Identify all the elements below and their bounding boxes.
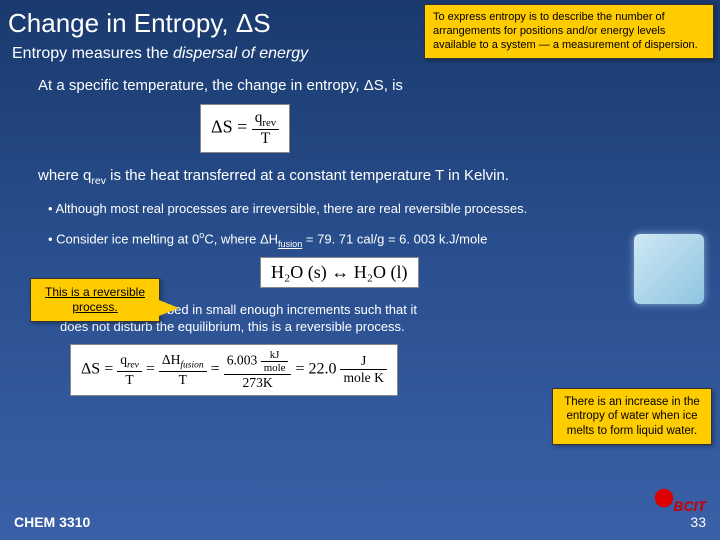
f3-t4n: J	[340, 353, 386, 370]
line2-post: is the heat transferred at a constant te…	[106, 167, 509, 184]
f3-t4d: mole K	[340, 370, 386, 386]
line2-sub: rev	[91, 175, 106, 187]
formula1-fraction: qrev T	[252, 109, 279, 148]
bullet2-sub: fusion	[278, 239, 302, 249]
f3-t3n: 6.003	[227, 352, 258, 367]
f3-t3ud: mole	[261, 362, 289, 374]
page-number: 33	[690, 514, 706, 530]
footer-course: CHEM 3310	[14, 514, 90, 530]
bullet-1: • Although most real processes are irrev…	[0, 201, 720, 216]
f3-t1n: q	[120, 352, 127, 367]
line-2: where qrev is the heat transferred at a …	[0, 167, 720, 187]
formula-entropy-definition: ΔS = qrev T	[200, 104, 290, 153]
ice-cube-image	[634, 234, 704, 304]
f3-lhs: ΔS =	[81, 360, 113, 377]
bullet2-mid: C, where ΔH	[204, 231, 278, 246]
formula-phase-change: H₂O (s) ↔ H₂O (l)	[260, 257, 419, 288]
callout-left-text: This is a reversible process.	[45, 285, 145, 314]
callout-reversible: This is a reversible process.	[30, 278, 160, 322]
callout-top-right: To express entropy is to describe the nu…	[424, 4, 714, 59]
formula1-lhs: ΔS =	[211, 117, 247, 137]
logo-text: BCIT	[673, 498, 706, 514]
callout-bottom-right: There is an increase in the entropy of w…	[552, 388, 712, 445]
f3-t2d: T	[159, 372, 207, 388]
f3-t3d: 273K	[224, 375, 292, 391]
formula1-sub: rev	[262, 117, 276, 129]
formula1-den: T	[252, 130, 279, 148]
bullet2-post: = 79. 71 cal/g = 6. 003 k.J/mole	[302, 231, 487, 246]
f3-t3u: kJ	[261, 349, 289, 362]
line-1: At a specific temperature, the change in…	[0, 77, 720, 94]
formula-calculation: ΔS = qrevT = ΔHfusionT = 6.003 kJmole273…	[70, 344, 398, 396]
bullet2-pre: Consider ice melting at 0	[56, 231, 199, 246]
subtitle-emphasis: dispersal of energy	[173, 45, 308, 62]
bullet-2: • Consider ice melting at 0oC, where ΔHf…	[0, 230, 720, 249]
bcit-logo: BCIT	[646, 482, 706, 514]
line2-pre: where q	[38, 167, 91, 184]
f3-t2n: ΔH	[162, 352, 181, 367]
bullet1-text: Although most real processes are irrever…	[55, 201, 527, 216]
f3-t2i: fusion	[180, 361, 203, 371]
f3-t1sub: rev	[127, 361, 139, 371]
f3-rhs: = 22.0	[295, 360, 336, 377]
subtitle-pre: Entropy measures the	[12, 45, 173, 62]
f3-t1d: T	[117, 372, 142, 388]
